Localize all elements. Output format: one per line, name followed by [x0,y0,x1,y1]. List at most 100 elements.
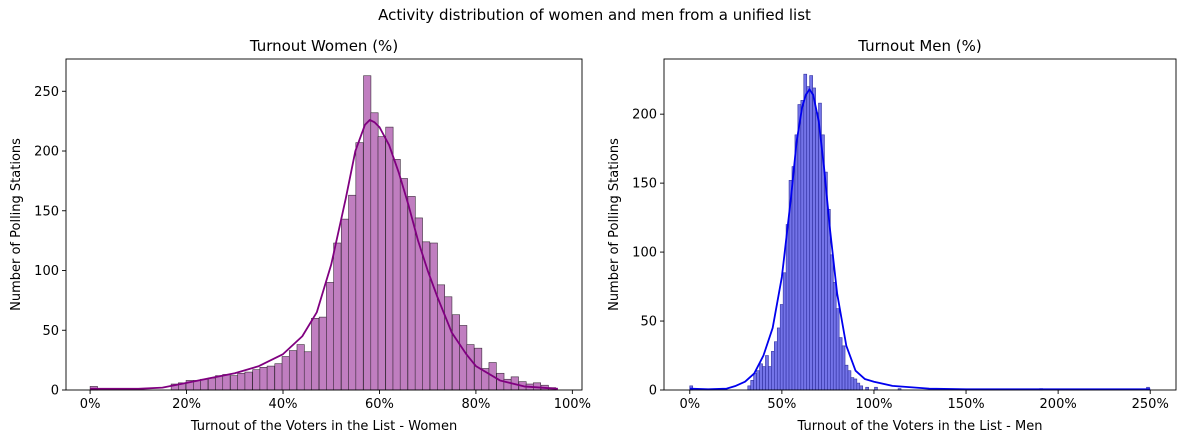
chart1-histogram-bar [311,317,320,391]
chart1-histogram-bar [252,369,261,391]
chart2-histogram-bar [768,366,772,391]
chart1-y-tick-label: 150 [34,204,59,219]
chart1-x-tick-label: 100% [554,397,591,412]
chart2-histogram-bar [830,254,834,391]
chart1-histogram-bar [370,112,379,391]
chart1-histogram-bar [200,378,209,391]
chart1-histogram-bar [341,218,350,391]
chart1-kde-line [90,119,558,390]
chart2-x-tick-label: 250% [1132,397,1169,412]
chart1-title: Turnout Women (%) [249,37,398,55]
chart2-y-tick-label: 150 [632,177,657,192]
chart1-histogram-bar [318,316,327,391]
chart1-histogram-bar [244,371,253,391]
chart2-x-tick-label: 200% [1040,397,1077,412]
chart2-histogram-bar [803,73,808,391]
chart2-histogram-bar [856,382,861,391]
chart1-histogram-bar [266,365,275,391]
chart1-histogram-bar [459,325,468,391]
chart1-y-tick-label: 200 [34,145,59,160]
chart1-histogram-bar [348,194,357,391]
chart2-histogram-bar [771,351,775,391]
chart2-histogram-bar [815,112,819,391]
chart2-y-axis-label: Number of Polling Stations [607,138,622,311]
chart1-histogram-bar [230,375,239,391]
chart1-histogram-bar [451,314,460,391]
chart1-histogram-bar [259,366,268,391]
chart2-histogram-bar [794,134,799,391]
chart2-histogram-bar [753,373,757,391]
chart2-histogram-bar [850,377,855,391]
chart2-histogram-bar [841,345,846,391]
chart2-histogram-bar [791,166,796,391]
chart2-histogram-bar [838,337,843,391]
chart1-histogram-bar [215,375,224,391]
chart2-histogram-bar [827,209,831,391]
chart1-x-tick-label: 40% [269,397,298,412]
chart2-histogram-bar [853,378,858,391]
chart2-histogram-bar [762,366,766,391]
chart2-y-tick-label: 100 [632,246,657,261]
chart1-histogram-bar [385,126,394,391]
chart2-kde-line [689,88,1151,391]
chart1-x-tick-label: 0% [80,397,101,412]
chart2-histogram-bar [759,363,763,391]
chart1-histogram-bar [444,296,453,391]
chart1-histogram-bar [222,374,231,391]
chart2-y-tick-label: 50 [640,315,657,330]
chart2-histogram-bar [776,327,781,391]
chart1-histogram-bar [237,372,246,391]
chart2-histogram-bar [832,282,837,391]
chart1-histogram-bar [429,242,438,391]
chart2-histogram-bar [844,364,849,391]
chart1-histogram-bar [355,142,364,391]
chart1-x-tick-label: 20% [172,397,201,412]
chart2-histogram-bar [765,355,769,391]
chart2-histogram-bar [750,380,755,391]
chart1-histogram-bar [288,350,297,391]
chart2-histogram-bar [800,100,805,391]
figure-suptitle: Activity distribution of women and men f… [378,6,811,24]
chart2-x-tick-label: 100% [855,397,892,412]
chart2-histogram-bar [756,370,760,391]
chart1-histogram-bar [274,363,283,391]
chart1-histogram-bar [296,344,305,391]
chart2-x-tick-label: 0% [679,397,700,412]
chart2-histogram-bar [812,87,816,391]
chart2-x-tick-label: 50% [767,397,796,412]
chart2-x-tick-label: 150% [947,397,984,412]
chart2-histogram-bar [809,75,813,391]
chart1-y-tick-label: 0 [51,384,59,399]
chart1-axes-frame [65,58,583,391]
chart2-histogram-bar [785,224,790,391]
chart1-x-tick-label: 80% [461,397,490,412]
chart2-axes-frame [663,58,1177,391]
chart2-x-axis-label: Turnout of the Voters in the List - Men [797,419,1043,434]
chart1-histogram-bar [303,351,312,391]
chart2-histogram-bar [747,385,752,391]
chart2-histogram-bar [779,304,784,391]
chart1-histogram-bar [377,136,386,391]
chart2-histogram-bar [774,341,778,391]
chart1-x-axis-label: Turnout of the Voters in the List - Wome… [190,419,457,434]
chart1-histogram-bar [333,242,342,391]
chart1-y-tick-label: 50 [42,324,59,339]
chart2-histogram-bar [847,370,852,391]
chart2-histogram-bar [806,86,810,391]
chart2-y-tick-label: 0 [649,384,657,399]
chart1-histogram-bar [392,159,401,391]
chart1-histogram-bar [326,282,335,391]
chart1-y-tick-label: 100 [34,264,59,279]
chart2-title: Turnout Men (%) [857,37,982,55]
chart1-y-tick-label: 250 [34,85,59,100]
chart2-histogram-bar [859,385,864,391]
chart2-y-tick-label: 200 [632,108,657,123]
chart1-histogram-bar [281,356,290,391]
chart1-histogram-bar [399,178,408,391]
chart2-histogram-bar [797,104,802,391]
chart1-histogram-bar [466,344,475,391]
chart2-histogram-bar [835,308,840,391]
chart2-histogram-bar [782,272,787,391]
chart1-x-tick-label: 60% [365,397,394,412]
